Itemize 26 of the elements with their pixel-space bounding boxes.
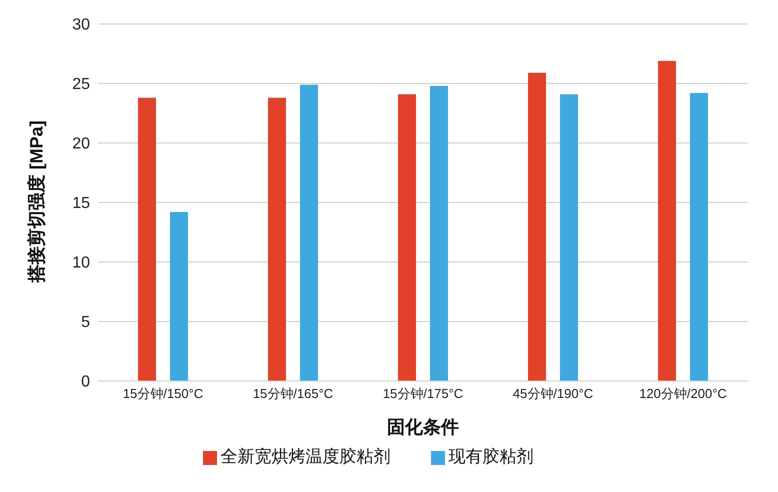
x-tick-label: 120分钟/200°C: [639, 386, 727, 402]
bar: [138, 98, 156, 381]
y-tick-label: 10: [72, 254, 90, 272]
y-tick-label: 0: [81, 374, 90, 391]
x-tick-label: 15分钟/150°C: [122, 386, 204, 402]
bar: [300, 84, 318, 381]
y-tick-label: 20: [72, 136, 90, 153]
x-tick-label: 45分钟/190°C: [512, 386, 594, 402]
y-tick-label: 30: [72, 16, 90, 34]
bar: [170, 212, 188, 381]
bar: [690, 93, 708, 381]
bar: [658, 60, 676, 381]
legend-label: 全新宽烘烤温度胶粘剂: [220, 447, 390, 466]
legend-label: 现有胶粘剂: [448, 447, 534, 466]
y-tick-label: 25: [72, 76, 90, 94]
bar: [528, 72, 546, 381]
y-axis-title: 搭接剪切强度 [MPa]: [26, 120, 46, 284]
bar: [560, 94, 578, 381]
bar: [430, 86, 448, 381]
x-tick-label: 15分钟/175°C: [382, 386, 464, 402]
y-tick-label: 5: [81, 314, 90, 332]
x-axis-title: 固化条件: [387, 417, 459, 437]
x-tick-label: 15分钟/165°C: [252, 386, 334, 402]
bar: [268, 98, 286, 381]
bar: [398, 94, 416, 381]
y-tick-label: 15: [72, 195, 90, 212]
